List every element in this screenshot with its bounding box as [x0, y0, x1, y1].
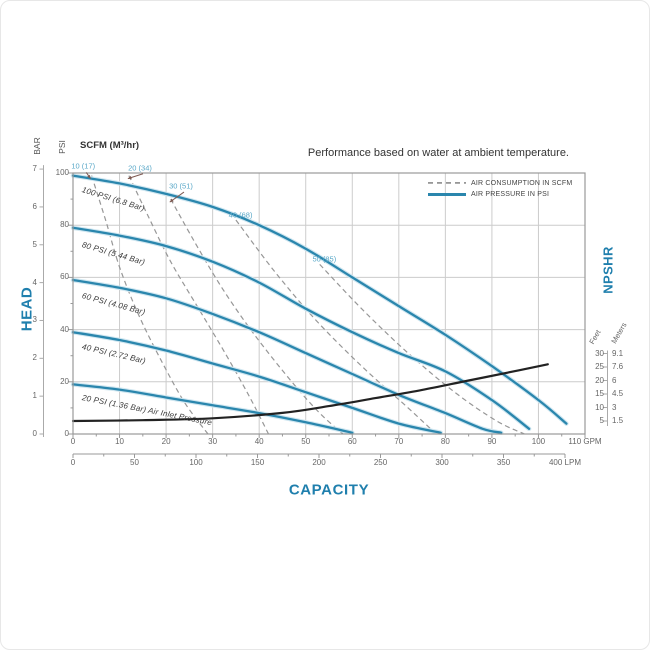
scfm-curve-label: 10 (17): [71, 161, 96, 171]
pressure-curve-label: 20 PSI (1.36 Bar) Air Inlet Pressure: [81, 392, 214, 427]
legend-item-air-pressure: AIR PRESSURE IN PSI: [428, 189, 572, 199]
y-tick-label-psi: 0: [64, 429, 69, 438]
scfm-curve-label: 40 (68): [228, 210, 253, 219]
y-tick-label-bar: 3: [32, 315, 37, 325]
x-tick-label-lpm: 150: [250, 458, 265, 467]
air-pressure-curve: [71, 331, 442, 434]
x-tick-label-lpm: 50: [130, 458, 139, 467]
air-pressure-curve: [71, 278, 503, 434]
capacity-axis-title: CAPACITY: [288, 481, 370, 499]
npshr-tick-label-feet: 5: [599, 416, 604, 425]
x-tick-label-lpm: 200: [312, 458, 326, 467]
legend-label-air-consumption: AIR CONSUMPTION IN SCFM: [471, 179, 573, 187]
y-tick-label-bar: 2: [32, 353, 37, 363]
npshr-tick-label-meters: 4.5: [612, 389, 624, 398]
y-tick-label-bar: 1: [32, 391, 37, 401]
x-tick-label-lpm: 350: [496, 458, 511, 467]
x-tick-label-gpm: 80: [440, 437, 450, 446]
scfm-axis-header: SCFM (M³/hr): [80, 140, 140, 151]
x-tick-label-lpm: 400 LPM: [548, 458, 582, 467]
x-tick-label-gpm: 70: [394, 437, 404, 446]
npshr-tick-label-feet: 20: [595, 375, 604, 385]
scfm-arrow-head: [127, 175, 132, 180]
y-tick-label-psi: 40: [60, 324, 69, 334]
npshr-tick-label-meters: 1.5: [612, 416, 624, 425]
x-tick-label-gpm: 60: [347, 437, 357, 446]
npshr-tick-label-feet: 10: [595, 402, 604, 412]
npshr-tick-label-meters: 9.1: [612, 348, 624, 358]
x-tick-label-gpm: 110 GPM: [568, 437, 602, 446]
scfm-arrow-head: [87, 174, 91, 179]
npshr-axis-title: NPSHR: [600, 246, 616, 294]
air-pressure-curve: [71, 383, 354, 434]
solid-line-sample-icon: [428, 192, 466, 196]
y-tick-label-psi: 60: [60, 272, 69, 282]
npshr-tick-label-meters: 6: [612, 375, 617, 385]
x-tick-label-lpm: 250: [373, 458, 388, 467]
psi-unit-label: PSI: [57, 140, 67, 154]
npshr-tick-label-meters: 7.6: [612, 362, 624, 371]
scfm-arrow-head: [169, 198, 174, 203]
air-consumption-curve: [91, 175, 209, 435]
y-tick-label-bar: 7: [32, 164, 37, 174]
chart-title: Performance based on water at ambient te…: [307, 147, 569, 159]
y-tick-label-bar: 4: [32, 277, 37, 287]
npshr-tick-label-meters: 3: [612, 402, 617, 412]
x-tick-label-lpm: 300: [435, 458, 449, 467]
air-pressure-curve: [71, 226, 531, 430]
y-tick-label-bar: 6: [32, 201, 37, 211]
x-tick-label-gpm: 20: [161, 437, 171, 446]
air-consumption-curve: [128, 175, 270, 435]
npshr-tick-label-feet: 25: [595, 362, 604, 371]
scfm-curve-label: 30 (51): [169, 181, 193, 191]
x-tick-label-gpm: 90: [487, 437, 497, 446]
npshr-tick-label-feet: 15: [595, 389, 604, 398]
npshr-curve: [71, 363, 549, 423]
dashed-line-sample-icon: [428, 182, 466, 184]
x-tick-label-lpm: 100: [189, 458, 203, 467]
pressure-curve-label: 80 PSI (5.44 Bar): [81, 240, 147, 267]
x-tick-label-gpm: 100: [531, 437, 546, 446]
pressure-curve-label: 100 PSI (6.8 Bar): [81, 185, 147, 213]
scfm-curve-label: 20 (34): [128, 163, 152, 173]
pressure-curve-label: 60 PSI (4.08 Bar): [81, 290, 147, 317]
x-tick-label-gpm: 50: [301, 437, 311, 446]
y-tick-label-psi: 80: [60, 220, 69, 230]
x-tick-label-gpm: 0: [70, 437, 76, 446]
head-axis-title: HEAD: [18, 286, 36, 332]
pressure-curve-label: 40 PSI (2.72 Bar): [81, 341, 147, 366]
y-tick-label-psi: 20: [60, 376, 69, 386]
bar-unit-label: BAR: [32, 137, 42, 155]
x-tick-label-gpm: 10: [115, 437, 124, 446]
npshr-tick-label-feet: 30: [595, 348, 604, 358]
y-tick-label-psi: 100: [55, 168, 69, 177]
scfm-curve-label: 50 (85): [312, 254, 337, 264]
y-tick-label-bar: 0: [32, 429, 37, 438]
x-tick-label-gpm: 30: [208, 437, 218, 446]
air-consumption-curve: [319, 263, 525, 435]
y-tick-label-bar: 5: [32, 239, 37, 249]
x-tick-label-lpm: 0: [70, 458, 76, 467]
legend-label-air-pressure: AIR PRESSURE IN PSI: [471, 190, 550, 198]
air-consumption-curve: [235, 219, 437, 435]
chart-legend: AIR CONSUMPTION IN SCFM AIR PRESSURE IN …: [428, 178, 572, 200]
x-tick-label-gpm: 40: [254, 437, 264, 446]
legend-item-air-consumption: AIR CONSUMPTION IN SCFM: [428, 178, 572, 188]
air-pressure-curve: [71, 174, 568, 425]
